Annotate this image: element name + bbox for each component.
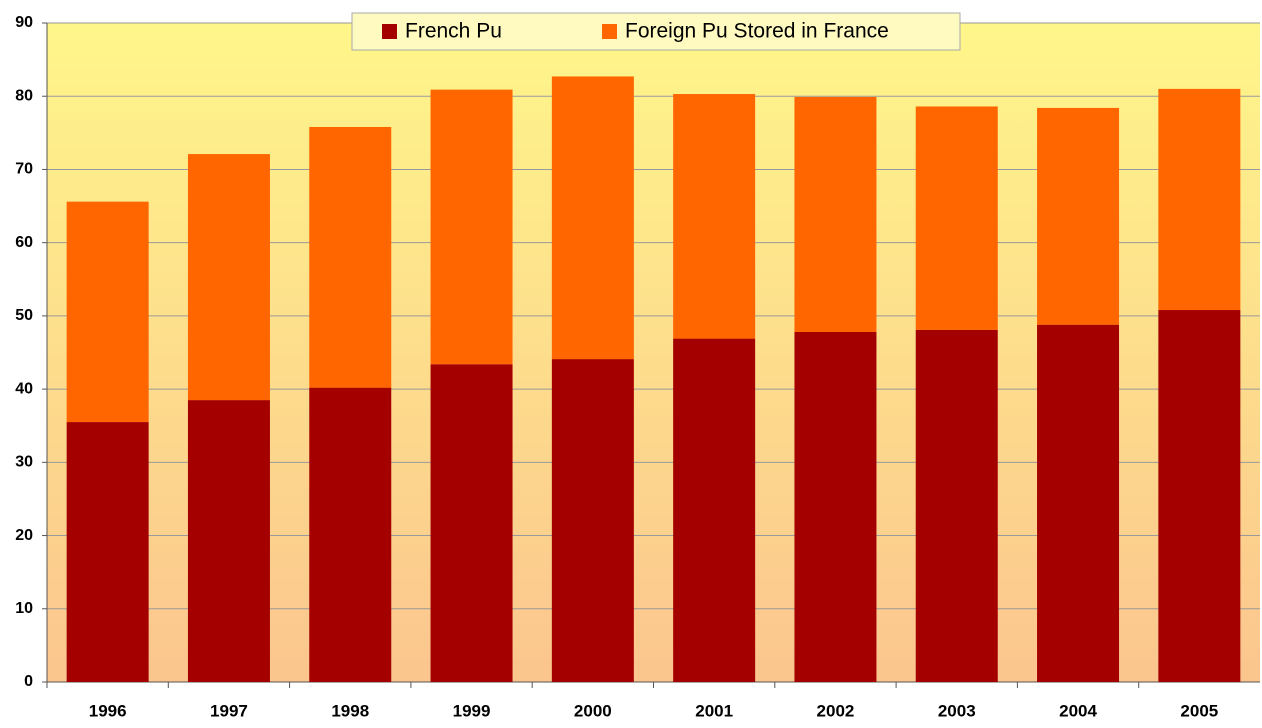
x-tick-label: 1999 <box>453 701 491 720</box>
x-tick-label: 1996 <box>89 701 127 720</box>
bar-segment <box>430 364 513 682</box>
bar-segment <box>915 329 998 682</box>
legend-label: French Pu <box>405 20 502 43</box>
y-tick-label: 70 <box>15 161 33 178</box>
y-tick-label: 40 <box>15 380 33 397</box>
y-tick-label: 20 <box>15 527 33 544</box>
bar-segment <box>794 331 877 682</box>
bar-segment <box>430 89 513 365</box>
x-tick-label: 1998 <box>331 701 369 720</box>
bar-segment <box>187 400 270 682</box>
bar-segment <box>551 359 634 682</box>
bar-segment <box>673 94 756 339</box>
y-tick-label: 0 <box>24 673 33 690</box>
legend-label: Foreign Pu Stored in France <box>625 20 889 43</box>
x-tick-label: 2001 <box>695 701 733 720</box>
x-tick-label: 1997 <box>210 701 248 720</box>
bar-segment <box>1037 107 1120 325</box>
bar-segment <box>673 338 756 682</box>
legend-box <box>351 12 961 51</box>
y-tick-label: 60 <box>15 234 33 251</box>
bar-segment <box>309 126 392 388</box>
bar-segment <box>1158 310 1241 682</box>
bar-segment <box>794 96 877 332</box>
legend-swatch <box>602 24 617 39</box>
y-tick-label: 80 <box>15 87 33 104</box>
y-tick-label: 90 <box>15 14 33 31</box>
bar-segment <box>1158 88 1241 311</box>
y-tick-label: 30 <box>15 454 33 471</box>
x-tick-label: 2002 <box>817 701 855 720</box>
bar-segment <box>187 154 270 401</box>
x-tick-label: 2005 <box>1180 701 1218 720</box>
bar-segment <box>66 201 149 423</box>
y-tick-label: 50 <box>15 307 33 324</box>
bar-segment <box>915 106 998 330</box>
bar-segment <box>551 76 634 360</box>
x-tick-label: 2004 <box>1059 701 1097 720</box>
x-tick-label: 2000 <box>574 701 612 720</box>
y-tick-label: 10 <box>15 600 33 617</box>
bar-segment <box>309 387 392 682</box>
legend-swatch <box>382 24 397 39</box>
bar-segment <box>1037 324 1120 682</box>
x-tick-label: 2003 <box>938 701 976 720</box>
bar-segment <box>66 422 149 682</box>
